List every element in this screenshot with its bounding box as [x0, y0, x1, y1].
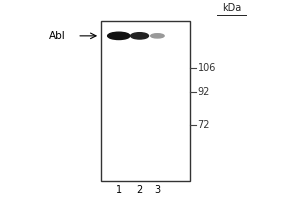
Text: Abl: Abl — [49, 31, 65, 41]
Text: 72: 72 — [198, 120, 210, 130]
Ellipse shape — [131, 33, 148, 39]
Ellipse shape — [108, 32, 130, 40]
Text: 1: 1 — [116, 185, 122, 195]
Bar — [101, 21, 190, 181]
Text: 2: 2 — [136, 185, 143, 195]
Text: 92: 92 — [198, 87, 210, 97]
Text: 3: 3 — [154, 185, 160, 195]
Ellipse shape — [151, 34, 164, 38]
Text: kDa: kDa — [222, 3, 242, 13]
Text: 106: 106 — [198, 63, 216, 73]
